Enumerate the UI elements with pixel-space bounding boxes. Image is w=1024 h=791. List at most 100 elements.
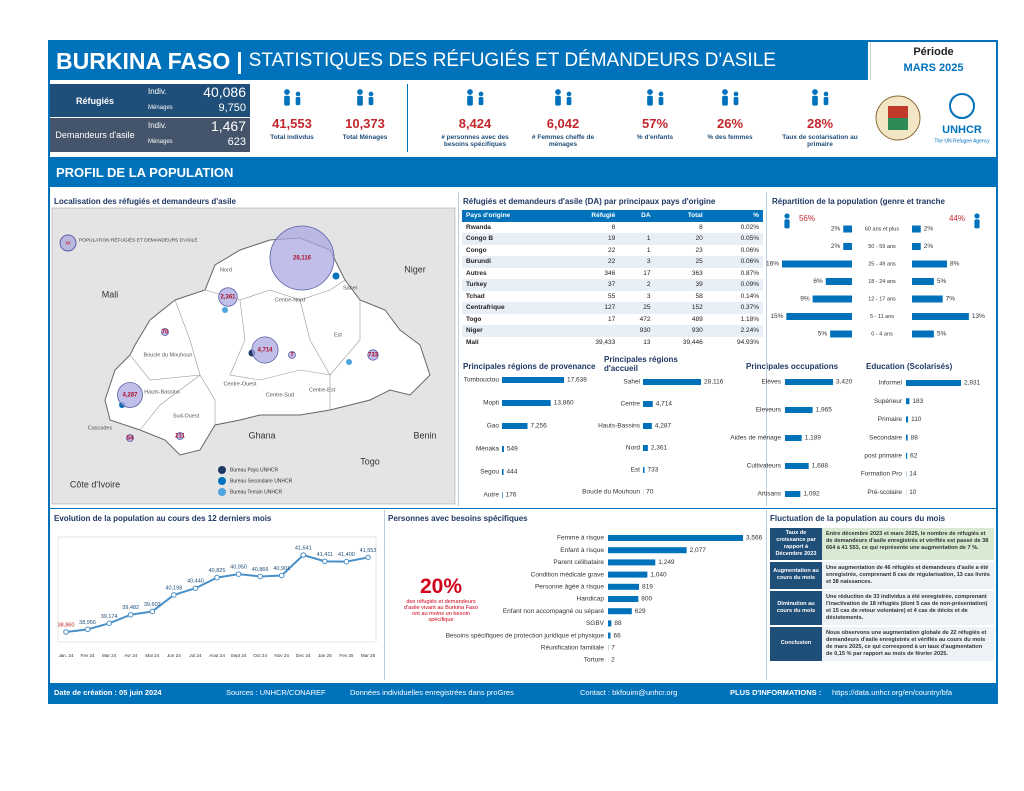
refugees-box: Indiv. 40,086 Ménages 9,750: [140, 84, 250, 117]
chart-title: Education (Scolarisés): [866, 362, 953, 371]
separator: [766, 510, 767, 680]
title-main: BURKINA FASO: [56, 47, 231, 74]
table-cell: 0.06%: [706, 256, 763, 268]
fluctuation-title: Fluctuation de la population au cours du…: [770, 514, 946, 523]
fluctuation-label: Taux de croissance par rapport à Décembr…: [770, 528, 822, 560]
table-cell: 472: [639, 315, 651, 323]
kpi-label: # personnes avec des besoins spécifiques: [441, 134, 509, 148]
table-cell: 8: [699, 223, 703, 231]
unhcr-name: UNHCR: [942, 124, 982, 136]
footer-note: Données individuelles enregistrées dans …: [350, 688, 514, 697]
table-cell: 17: [608, 315, 616, 323]
table-row: Congo B 19 1 20 0.05%: [462, 233, 763, 245]
table-cell: 1.18%: [740, 315, 759, 323]
besoins-text: des réfugiés et demandeurs d'asile vivan…: [403, 599, 479, 623]
table-cell: 23: [695, 246, 703, 254]
asylum-indiv: 1,467: [210, 118, 246, 134]
footer-sources: Sources : UNHCR/CONAREF: [226, 688, 326, 697]
table-cell: 55: [608, 292, 616, 300]
separator: [458, 192, 459, 506]
kpi-value: 8,424: [458, 116, 492, 131]
table-cell: Congo: [466, 246, 487, 254]
unhcr-emblem: [949, 93, 975, 119]
table-row: Burundi 22 3 25 0.06%: [462, 256, 763, 268]
table-cell: 1: [646, 246, 651, 254]
table-cell: 0.87%: [740, 269, 759, 277]
column-header: Réfugié: [559, 210, 620, 222]
emblem-shield: [888, 118, 908, 130]
table-cell: 127: [559, 302, 620, 314]
column-header: Pays d'origine: [462, 210, 560, 222]
fluctuation-row: Conclusion Nous observons une augmentatio…: [770, 626, 994, 661]
kpi-label: % d'enfants: [636, 134, 674, 141]
table-cell: 22: [559, 256, 620, 268]
table-row: Mali 39,433 13 39,446 94.93%: [462, 337, 763, 349]
logos: UNHCR The UN Refugee Agency: [870, 84, 996, 152]
fluctuation-row: Taux de croissance par rapport à Décembr…: [770, 528, 994, 560]
chart-title: Personnes avec besoins spécifiques: [388, 514, 528, 523]
unhcr-sub: The UN Refugee Agency: [934, 138, 990, 144]
table-row: Niger 930 930 2.24%: [462, 325, 763, 337]
table-cell: 346: [604, 269, 616, 277]
besoins-note: 20% des réfugiés et demandeurs d'asile v…: [400, 575, 482, 623]
fluctuation-label: Diminution au cours du mois: [770, 590, 822, 625]
table-cell: Mali: [466, 338, 479, 346]
table-header: Pays d'origine Réfugié DA Total%: [462, 210, 763, 222]
footer-more-label: PLUS D'INFORMATIONS :: [730, 688, 822, 697]
table-cell: 152: [654, 302, 707, 314]
asylum-label: Demandeurs d'asile: [50, 118, 140, 152]
table-cell: 8: [611, 223, 616, 231]
kpi-label: Total indivdus: [270, 134, 314, 141]
divider: [407, 84, 408, 152]
table-cell: 930: [619, 325, 655, 337]
table-cell: 17: [643, 269, 651, 277]
table-row: Togo 17 472 489 1.18%: [462, 314, 763, 326]
table-cell: Centrafrique: [462, 302, 560, 314]
table-cell: 0.05%: [706, 233, 763, 245]
fluctuation-row: Diminution au cours du mois Une réduction…: [770, 590, 994, 625]
table-cell: 363: [691, 269, 703, 277]
frame: [48, 40, 998, 704]
table-cell: 0.14%: [740, 292, 759, 300]
kpi-value: 10,373: [345, 116, 385, 131]
table-row: Rwanda 8 8 0.02%: [462, 222, 763, 234]
table-cell: [619, 222, 654, 234]
kpi-value: 26%: [716, 116, 744, 131]
table-title: Réfugiés et demandeurs d'asile (DA) par …: [463, 197, 716, 206]
table-cell: [559, 325, 620, 337]
kpi-label: Taux de scolarisation au primaire: [782, 134, 858, 148]
table-cell: 3: [646, 292, 651, 300]
table-cell: 0.37%: [706, 302, 763, 314]
indiv-label: Indiv.: [148, 121, 167, 130]
kpi-label: % des femmes: [707, 134, 753, 141]
fluctuation-table: Taux de croissance par rapport à Décembr…: [770, 528, 994, 663]
period-value: MARS 2025: [903, 62, 964, 74]
table-cell: Autres: [466, 269, 487, 277]
table-cell: Burundi: [462, 256, 560, 268]
table-cell: Togo: [466, 315, 482, 323]
table-cell: 94.93%: [736, 338, 759, 346]
column-header: DA: [619, 210, 655, 222]
fluctuation-row: Augmentation au cours du mois Une augment…: [770, 561, 994, 589]
table-row: Autres 346 17 363 0.87%: [462, 268, 763, 280]
table-cell: 2.24%: [706, 325, 763, 337]
header-bar: BURKINA FASO | STATISTIQUES DES RÉFUGIÉS…: [50, 42, 868, 80]
map-title: Localisation des réfugiés et demandeurs …: [54, 197, 236, 206]
kpi-value: 28%: [806, 116, 834, 131]
table-cell: 25: [654, 256, 707, 268]
table-cell: 39: [654, 279, 707, 291]
pyramid-title: Répartition de la population (genre et t…: [772, 197, 945, 206]
asylum-box: Indiv. 1,467 Ménages 623: [140, 118, 250, 152]
table-cell: Niger: [462, 325, 560, 337]
kpi-value: 57%: [641, 116, 669, 131]
logo-graphics: UNHCR The UN Refugee Agency: [875, 93, 990, 144]
table-cell: Congo B: [462, 233, 560, 245]
table-row: Centrafrique 127 25 152 0.37%: [462, 302, 763, 314]
table-body: Rwanda 8 8 0.02% Congo B 19 1 20 0.05% Congo 22 1 23…: [462, 222, 763, 349]
table-cell: Turkey: [462, 279, 560, 291]
kpi-value: 6,042: [546, 116, 580, 131]
origin-table: Pays d'origine Réfugié DA Total% Rwanda 8 8 0.0…: [462, 210, 763, 348]
separator: [50, 508, 996, 509]
